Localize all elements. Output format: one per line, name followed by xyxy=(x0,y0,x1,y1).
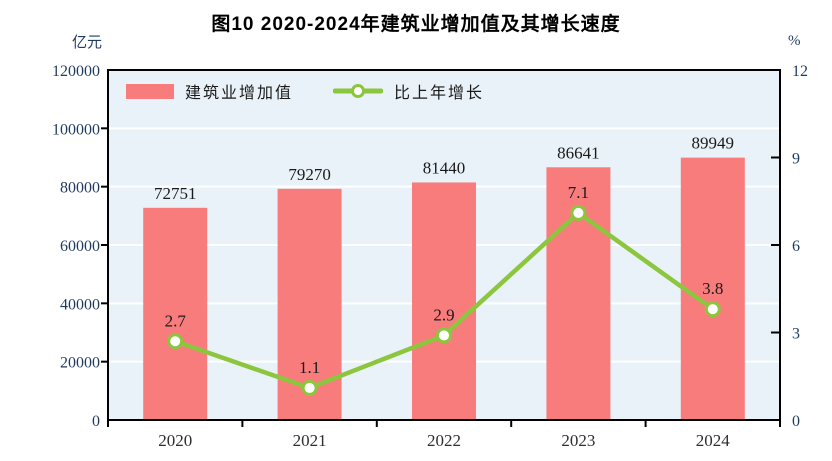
bar-2024 xyxy=(680,157,745,420)
left-axis-tick-label: 20000 xyxy=(60,355,100,372)
left-axis-tick-label: 120000 xyxy=(52,63,100,80)
x-axis-label-2021: 2021 xyxy=(293,431,327,450)
legend-bar-label: 建筑业增加值 xyxy=(185,85,294,102)
right-axis-tick-label: 9 xyxy=(792,151,800,168)
x-axis-label-2022: 2022 xyxy=(427,431,461,450)
bar-2022 xyxy=(412,182,476,420)
point-value-label-2020: 2.7 xyxy=(165,311,187,330)
bar-2020 xyxy=(143,207,208,420)
legend: 建筑业增加值 比上年增长 xyxy=(126,81,485,102)
right-axis-tick-label: 0 xyxy=(792,413,800,430)
legend-line-label: 比上年增长 xyxy=(394,85,485,102)
right-axis-tick-label: 6 xyxy=(792,238,800,255)
chart-title: 图10 2020-2024年建筑业增加值及其增长速度 xyxy=(211,14,621,35)
left-axis-tick-label: 60000 xyxy=(60,238,100,255)
growth-marker-2022 xyxy=(436,327,452,344)
left-axis-tick-label: 40000 xyxy=(60,296,100,313)
x-axis-label-2020: 2020 xyxy=(158,431,192,450)
left-axis-tick-label: 80000 xyxy=(60,180,100,197)
x-axis-label-2023: 2023 xyxy=(561,431,595,450)
point-value-label-2024: 3.8 xyxy=(702,279,723,298)
left-axis-tick-label: 100000 xyxy=(52,121,100,138)
bar-value-label-2022: 81440 xyxy=(423,158,466,177)
growth-marker-2024 xyxy=(704,301,721,318)
left-axis-tick-label: 0 xyxy=(92,413,100,430)
bar-value-label-2021: 79270 xyxy=(288,165,331,184)
point-value-label-2022: 2.9 xyxy=(433,305,454,324)
legend-line-swatch xyxy=(333,84,384,98)
x-axis-label-2024: 2024 xyxy=(696,431,731,450)
growth-marker-2021 xyxy=(301,379,318,396)
right-axis-unit-label: % xyxy=(788,33,801,49)
legend-bar-swatch xyxy=(126,83,174,99)
point-value-label-2023: 7.1 xyxy=(568,183,589,202)
bar-value-label-2020: 72751 xyxy=(154,184,197,203)
growth-marker-2020 xyxy=(167,333,184,350)
bar-value-label-2023: 86641 xyxy=(557,143,600,162)
legend-line-marker xyxy=(351,84,366,98)
growth-marker-2023 xyxy=(570,204,587,221)
right-axis-tick-label: 3 xyxy=(792,326,800,343)
bar-value-label-2024: 89949 xyxy=(692,134,735,153)
right-axis-tick-label: 12 xyxy=(792,63,808,80)
left-axis-unit-label: 亿元 xyxy=(71,35,102,51)
point-value-label-2021: 1.1 xyxy=(299,358,320,377)
